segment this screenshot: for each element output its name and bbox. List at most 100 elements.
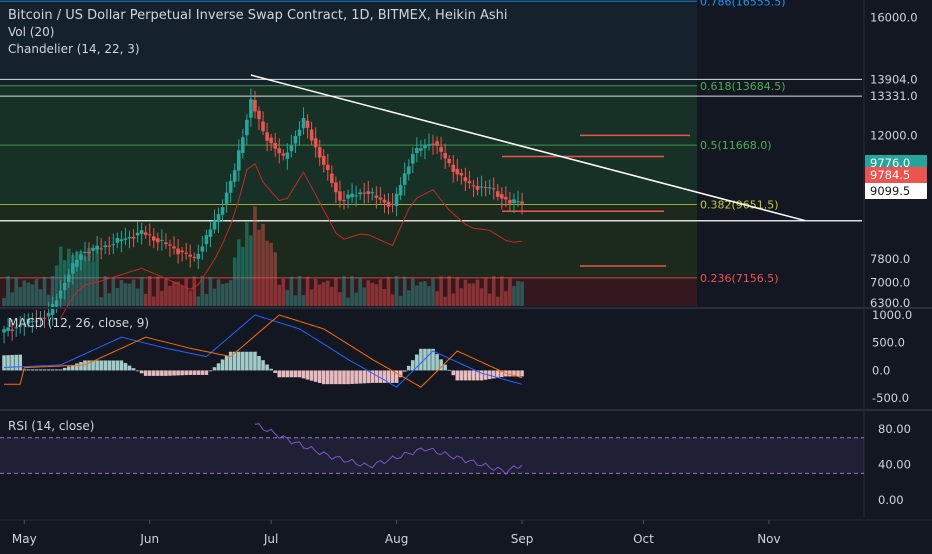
macd-histogram-bar	[236, 351, 241, 371]
macd-histogram-bar	[30, 369, 35, 371]
macd-histogram-bar	[366, 370, 371, 384]
macd-histogram-bar	[224, 355, 229, 371]
volume-bar	[520, 281, 524, 306]
volume-bar	[265, 240, 269, 306]
volume-bar	[346, 297, 350, 306]
candle-body	[338, 191, 342, 201]
candle-body	[34, 320, 39, 322]
macd-legend[interactable]: MACD (12, 26, close, 9)	[8, 316, 150, 330]
volume-indicator-legend[interactable]: Vol (20)	[8, 25, 55, 39]
candle-body	[301, 118, 306, 129]
macd-histogram-bar	[160, 370, 164, 376]
candle-body	[516, 201, 520, 203]
macd-histogram-bar	[164, 370, 168, 376]
volume-bar	[212, 288, 217, 306]
macd-signal-line	[4, 314, 523, 388]
macd-histogram-bar	[111, 360, 116, 371]
time-axis-label: Aug	[385, 532, 408, 546]
volume-bar	[382, 289, 387, 306]
macd-histogram-bar	[91, 360, 95, 371]
candle-body	[2, 329, 6, 333]
candle-body	[346, 194, 350, 199]
chandelier-indicator-legend[interactable]: Chandelier (14, 22, 3)	[8, 42, 140, 56]
macd-histogram-bar	[293, 370, 298, 378]
price-axis-label: 6300.0	[870, 296, 910, 310]
volume-bar	[18, 287, 23, 306]
price-badge-label: 9784.5	[870, 168, 910, 182]
macd-histogram-bar	[26, 369, 31, 371]
macd-histogram-bar	[439, 359, 443, 371]
candle-body	[342, 200, 346, 202]
price-badge[interactable]	[865, 167, 927, 183]
volume-bar	[245, 222, 249, 306]
macd-histogram-bar	[410, 360, 415, 371]
candle-body	[168, 244, 172, 246]
candle-body	[491, 188, 496, 190]
volume-bar	[500, 276, 504, 306]
macd-histogram-bar	[326, 370, 330, 385]
candle-body	[131, 236, 136, 239]
macd-histogram-bar	[127, 365, 132, 371]
macd-histogram-bar	[386, 370, 391, 383]
candle-body	[184, 252, 188, 254]
macd-histogram-bar	[188, 370, 193, 375]
fib-level-label: 0.786(16555.5)	[700, 0, 786, 8]
fib-level-label: 0.236(7156.5)	[700, 272, 779, 285]
candle-body	[471, 185, 476, 187]
candle-body	[390, 203, 395, 205]
price-badge[interactable]	[865, 183, 927, 199]
volume-bar	[358, 277, 362, 306]
macd-histogram-bar	[204, 370, 209, 375]
macd-line	[3, 314, 523, 388]
volume-bar	[305, 276, 310, 306]
candle-body	[419, 148, 423, 151]
macd-histogram-bar	[249, 351, 253, 371]
macd-histogram-bar	[192, 370, 197, 375]
time-axis-label: Sep	[511, 532, 534, 546]
volume-bar	[168, 285, 172, 306]
volume-bar	[111, 277, 116, 306]
candle-body	[188, 254, 193, 257]
macd-histogram-bar	[471, 370, 476, 381]
candle-body	[427, 144, 431, 146]
rsi-legend[interactable]: RSI (14, close)	[8, 419, 95, 433]
candle-body	[415, 148, 419, 153]
macd-histogram-bar	[172, 370, 176, 376]
macd-histogram-bar	[516, 370, 520, 377]
macd-histogram-bar	[427, 348, 431, 371]
volume-bar	[54, 265, 59, 306]
volume-bar	[253, 206, 257, 306]
candle-body	[26, 318, 31, 324]
macd-histogram-bar	[228, 351, 233, 371]
macd-histogram-bar	[269, 368, 273, 371]
volume-bar	[309, 289, 314, 306]
volume-bar	[216, 279, 221, 306]
volume-bar	[224, 283, 229, 306]
volume-bar	[394, 276, 399, 306]
volume-bar	[342, 276, 346, 306]
candle-body	[297, 129, 302, 136]
candle-body	[504, 197, 508, 200]
volume-bar	[338, 292, 342, 306]
volume-bar	[354, 292, 358, 306]
macd-histogram-bar	[443, 364, 447, 371]
volume-bar	[22, 280, 27, 306]
macd-histogram-bar	[354, 370, 358, 384]
macd-histogram-bar	[289, 370, 294, 378]
candle-body	[50, 304, 55, 315]
macd-histogram-bar	[301, 370, 306, 379]
volume-bar	[491, 276, 496, 306]
volume-bar	[147, 276, 152, 306]
trendline[interactable]	[250, 74, 806, 222]
macd-histogram-bar	[402, 370, 407, 372]
volume-bar	[451, 293, 456, 306]
volume-bar	[297, 276, 302, 306]
candle-body	[38, 317, 43, 320]
price-axis-label: 7000.0	[870, 275, 910, 289]
candle-body	[6, 327, 10, 332]
rsi-axis-label: 40.00	[878, 458, 911, 472]
volume-bar	[103, 276, 108, 306]
macd-histogram-bar	[75, 363, 79, 371]
